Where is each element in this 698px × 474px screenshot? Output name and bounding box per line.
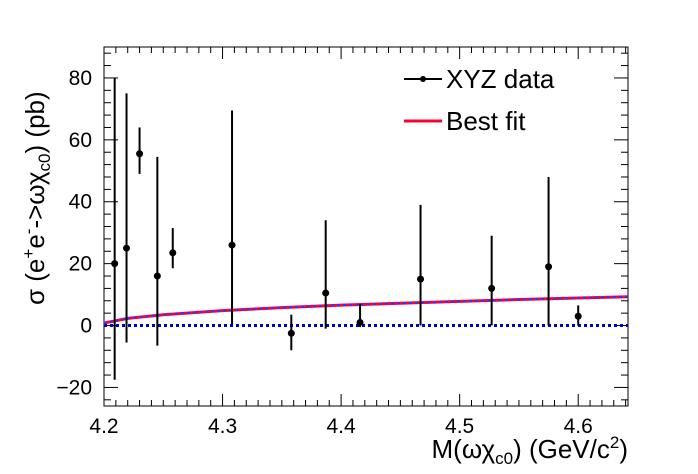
point-marker: [228, 241, 236, 249]
curves: [103, 295, 629, 328]
point-marker: [111, 260, 119, 268]
data-point: [574, 305, 582, 326]
y-tick-label: 80: [69, 67, 92, 90]
point-marker: [153, 272, 161, 280]
point-marker: [169, 249, 177, 257]
point-marker: [136, 150, 144, 158]
x-tick-label: 4.2: [89, 415, 118, 438]
point-marker: [417, 275, 425, 283]
legend-label-data: XYZ data: [446, 64, 555, 94]
data-point: [287, 314, 295, 351]
y-tick-label: −20: [56, 376, 92, 399]
x-tick-label: 4.3: [208, 415, 237, 438]
y-tick-label: 40: [69, 191, 92, 214]
data-point: [169, 228, 177, 269]
y-axis-title: σ (e+e-->ωχc0) (pb): [19, 91, 54, 305]
data-point: [123, 93, 131, 343]
data-point: [356, 303, 364, 328]
point-marker: [488, 284, 496, 292]
data-point: [417, 204, 425, 326]
y-tick-label: 20: [69, 253, 92, 276]
data-point: [322, 220, 330, 329]
point-marker: [545, 263, 553, 271]
y-tick-label: 0: [80, 315, 92, 338]
data-point: [228, 110, 236, 324]
point-marker: [322, 289, 330, 297]
point-marker: [287, 329, 295, 337]
point-marker: [574, 312, 582, 320]
best-fit-curve: [103, 295, 629, 325]
x-tick-label: 4.6: [564, 415, 593, 438]
legend-data-marker: [420, 76, 426, 82]
x-axis: 4.2 4.3 4.4 4.5 4.6: [89, 47, 627, 438]
data-point: [111, 77, 119, 380]
data-point: [153, 156, 161, 346]
data-points: [111, 77, 582, 380]
x-axis-title: M(ωχc0) (GeV/c2): [432, 433, 628, 468]
x-tick-label: 4.5: [445, 415, 474, 438]
point-marker: [356, 318, 364, 326]
legend-label-fit: Best fit: [446, 106, 526, 136]
point-marker: [123, 244, 131, 252]
data-point: [136, 127, 144, 174]
legend: XYZ data Best fit: [404, 64, 555, 136]
y-tick-label: 60: [69, 129, 92, 152]
y-axis: −20 0 20 40 60 80: [56, 52, 628, 401]
data-point: [545, 176, 553, 326]
x-tick-label: 4.4: [327, 415, 357, 438]
data-point: [488, 235, 496, 326]
